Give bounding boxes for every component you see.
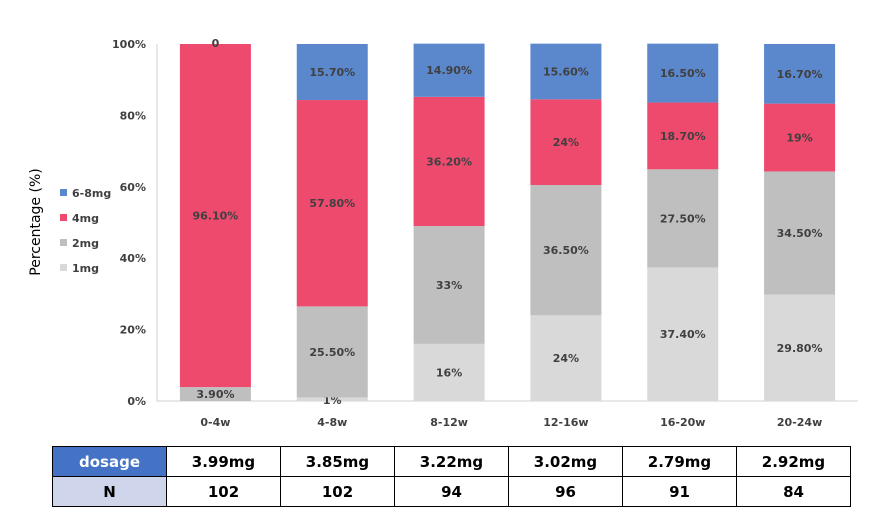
row-header-dosage: dosage bbox=[52, 446, 167, 477]
n-cell: 84 bbox=[736, 476, 851, 507]
x-tick-label: 4-8w bbox=[317, 416, 347, 429]
bar-segment bbox=[413, 226, 485, 344]
y-tick-label: 60% bbox=[120, 181, 146, 194]
n-cell: 91 bbox=[622, 476, 737, 507]
row-header-n: N bbox=[52, 476, 167, 507]
bar-segment bbox=[296, 44, 368, 101]
bar-segment bbox=[530, 43, 602, 100]
data-label: 57.80% bbox=[309, 197, 355, 210]
bars: 3.90%96.10%01%25.50%57.80%15.70%16%33%36… bbox=[179, 37, 836, 407]
bar-segment bbox=[764, 103, 836, 172]
legend-label: 6-8mg bbox=[72, 187, 111, 200]
y-tick-label: 80% bbox=[120, 109, 146, 122]
bar-segment bbox=[764, 294, 836, 401]
bar-segment bbox=[413, 96, 485, 227]
data-label: 19% bbox=[786, 132, 812, 145]
data-label: 96.10% bbox=[193, 210, 239, 223]
bar-segment bbox=[296, 397, 368, 401]
legend-label: 1mg bbox=[72, 262, 99, 275]
bar-segment bbox=[413, 43, 485, 97]
table-row-dosage: dosage 3.99mg 3.85mg 3.22mg 3.02mg 2.79m… bbox=[52, 446, 851, 477]
n-cell: 102 bbox=[166, 476, 281, 507]
data-label: 24% bbox=[553, 352, 579, 365]
legend-swatch bbox=[60, 239, 67, 246]
bar-segment bbox=[647, 43, 719, 103]
legend-label: 4mg bbox=[72, 212, 99, 225]
bar-segment bbox=[296, 100, 368, 307]
x-tick-label: 12-16w bbox=[543, 416, 588, 429]
x-tick-label: 16-20w bbox=[660, 416, 705, 429]
data-label: 16.50% bbox=[660, 67, 706, 80]
bar-segment bbox=[179, 387, 251, 401]
data-label: 15.60% bbox=[543, 65, 589, 78]
data-label: 29.80% bbox=[777, 342, 823, 355]
table-row-n: N 102 102 94 96 91 84 bbox=[52, 476, 851, 507]
data-label: 36.20% bbox=[426, 155, 472, 168]
stacked-bar-chart: Percentage (%) 6-8mg 4mg 2mg 1mg 3.90% 96.10… bbox=[28, 37, 858, 429]
dosage-cell: 3.85mg bbox=[280, 446, 395, 477]
bar-segment bbox=[179, 44, 251, 388]
y-axis-label: Percentage (%) bbox=[28, 168, 44, 275]
bar-segment bbox=[530, 99, 602, 186]
n-cell: 102 bbox=[280, 476, 395, 507]
legend-swatch bbox=[60, 189, 67, 196]
dosage-cell: 2.79mg bbox=[622, 446, 737, 477]
bar-segment bbox=[647, 267, 719, 401]
dosage-cell: 3.99mg bbox=[166, 446, 281, 477]
data-label: 15.70% bbox=[309, 66, 355, 79]
dosage-cell: 3.02mg bbox=[508, 446, 623, 477]
legend-swatch bbox=[60, 264, 67, 271]
y-tick-label: 40% bbox=[120, 252, 146, 265]
bar-segment bbox=[413, 343, 485, 401]
n-cell: 96 bbox=[508, 476, 623, 507]
data-label: 3.90% bbox=[196, 388, 234, 401]
data-label: 27.50% bbox=[660, 212, 706, 225]
data-label: 16% bbox=[436, 366, 462, 379]
bar-segment bbox=[296, 306, 368, 398]
legend: 6-8mg 4mg 2mg 1mg bbox=[60, 187, 111, 275]
bar-segment bbox=[764, 171, 836, 295]
data-label: 14.90% bbox=[426, 64, 472, 77]
data-label: 34.50% bbox=[777, 227, 823, 240]
dosage-cell: 3.22mg bbox=[394, 446, 509, 477]
legend-swatch bbox=[60, 214, 67, 221]
y-tick-label: 100% bbox=[112, 38, 146, 51]
bar-segment bbox=[530, 315, 602, 401]
x-tick-label: 0-4w bbox=[200, 416, 230, 429]
dosage-cell: 2.92mg bbox=[736, 446, 851, 477]
bar-segment bbox=[647, 102, 719, 170]
y-tick-label: 0% bbox=[127, 395, 146, 408]
bar-segment bbox=[530, 185, 602, 316]
data-label: 18.70% bbox=[660, 130, 706, 143]
bar-segment bbox=[764, 44, 836, 104]
data-label: 36.50% bbox=[543, 244, 589, 257]
x-tick-label: 20-24w bbox=[777, 416, 822, 429]
bar-segment bbox=[647, 169, 719, 268]
data-label: 33% bbox=[436, 279, 462, 292]
data-label: 25.50% bbox=[309, 346, 355, 359]
n-cell: 94 bbox=[394, 476, 509, 507]
tick-labels: 0% 20% 40% 60% 80% 100% 0-4w 4-8w 8-12w 12-16w 16-… bbox=[112, 38, 822, 429]
data-label: 37.40% bbox=[660, 328, 706, 341]
legend-label: 2mg bbox=[72, 237, 99, 250]
x-tick-label: 8-12w bbox=[430, 416, 468, 429]
dosage-table: dosage 3.99mg 3.85mg 3.22mg 3.02mg 2.79m… bbox=[52, 446, 851, 507]
y-tick-label: 20% bbox=[120, 324, 146, 337]
data-label: 24% bbox=[553, 136, 579, 149]
data-label: 16.70% bbox=[777, 68, 823, 81]
data-label: 0 bbox=[212, 37, 220, 50]
axes bbox=[156, 44, 858, 402]
